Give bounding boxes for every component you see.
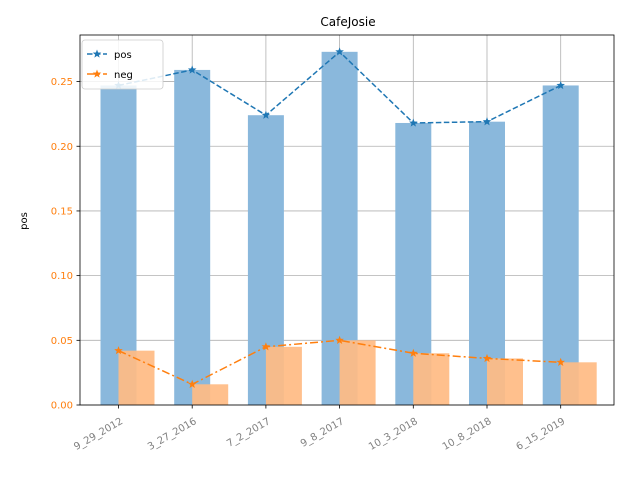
marker-neg (556, 357, 565, 366)
marker-neg (335, 335, 344, 344)
y-tick-label: 0.25 (51, 77, 73, 88)
y-tick-label: 0.05 (51, 336, 73, 347)
bar-pos (174, 69, 211, 406)
marker-neg (114, 346, 123, 355)
y-tick-label: 0.00 (51, 401, 73, 412)
bar-neg (487, 358, 523, 405)
plot-frame (79, 34, 615, 406)
legend-label-pos: pos (114, 50, 132, 61)
marker-pos (261, 110, 271, 119)
legend-marker-neg (92, 69, 102, 78)
x-tick-label: 9_29_2012 (72, 416, 125, 453)
marker-neg (409, 348, 418, 357)
legend-marker-pos (92, 49, 102, 58)
bar-neg (192, 384, 229, 405)
y-tick-label: 0.20 (51, 142, 73, 153)
bar-neg (118, 350, 155, 405)
lines (114, 47, 565, 388)
x-tick-label: 10_8_2018 (441, 416, 494, 453)
x-tick-label: 7_2_2017 (225, 416, 272, 450)
marker-pos (187, 65, 197, 74)
marker-pos (409, 118, 418, 127)
legend-label-neg: neg (114, 70, 133, 81)
bar-pos (542, 85, 579, 406)
legend-box (81, 39, 164, 90)
x-tick-label: 6_15_2019 (514, 416, 567, 453)
bar-neg (265, 346, 302, 405)
y-axis-label: pos (19, 212, 30, 230)
legend: pos neg (81, 39, 164, 90)
marker-pos (556, 80, 565, 90)
y-tick-label: 0.10 (51, 271, 73, 282)
marker-pos (482, 117, 492, 126)
bar-neg (339, 340, 376, 405)
marker-neg (261, 342, 271, 351)
x-tick-label: 3_27_2016 (146, 416, 199, 453)
x-tick-label: 9_8_2017 (299, 416, 346, 450)
marker-neg (482, 353, 492, 363)
bar-neg (413, 353, 450, 405)
bar-neg (560, 362, 597, 405)
marker-pos (335, 47, 344, 56)
x-tick-label: 10_3_2018 (367, 416, 420, 453)
y-tick-label: 0.15 (51, 206, 73, 217)
chart-title: CafeJosie (320, 15, 375, 29)
marker-neg (187, 379, 197, 388)
